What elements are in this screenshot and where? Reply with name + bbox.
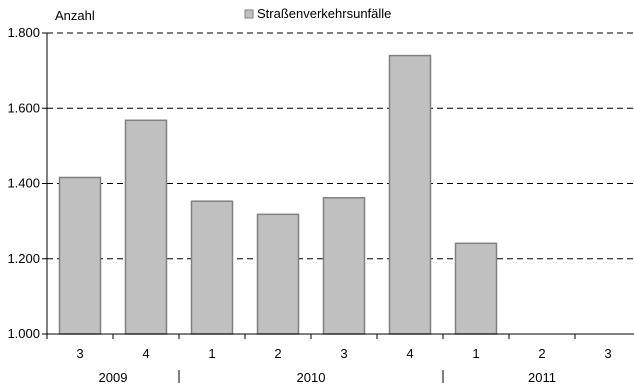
x-tick-label: 2 — [538, 346, 545, 361]
legend: Straßenverkehrsunfälle — [244, 6, 391, 21]
y-axis-label: Anzahl — [55, 8, 95, 23]
x-tick-label: 3 — [340, 346, 347, 361]
x-tick-label: 4 — [406, 346, 413, 361]
x-tick-label: 3 — [76, 346, 83, 361]
y-tick-label: 1.600 — [7, 100, 40, 115]
x-tick-label: 2 — [274, 346, 281, 361]
x-tick-label: 1 — [208, 346, 215, 361]
legend-swatch — [244, 9, 254, 19]
y-tick-label: 1.200 — [7, 251, 40, 266]
x-ticks: 3 4 1 2 3 4 1 2 3 — [46, 334, 612, 361]
bars — [58, 54, 498, 335]
y-tick-label: 1.000 — [7, 326, 40, 341]
x-tick-label: 4 — [142, 346, 149, 361]
bar — [454, 242, 498, 335]
bar — [58, 176, 102, 335]
year-label: 2009 — [99, 370, 128, 385]
y-tick-label: 1.800 — [7, 25, 40, 40]
y-ticks: 1.000 1.200 1.400 1.600 1.800 — [7, 25, 47, 341]
year-labels: 2009 2010 2011 — [99, 370, 556, 385]
x-tick-label: 1 — [472, 346, 479, 361]
bar — [256, 213, 300, 335]
bar — [190, 200, 234, 335]
y-tick-label: 1.400 — [7, 176, 40, 191]
bar — [124, 119, 168, 335]
year-label: 2011 — [528, 370, 556, 385]
year-label: 2010 — [297, 370, 326, 385]
legend-label: Straßenverkehrsunfälle — [257, 6, 391, 21]
x-tick-label: 3 — [604, 346, 611, 361]
bar — [322, 197, 366, 335]
bar — [388, 54, 432, 335]
